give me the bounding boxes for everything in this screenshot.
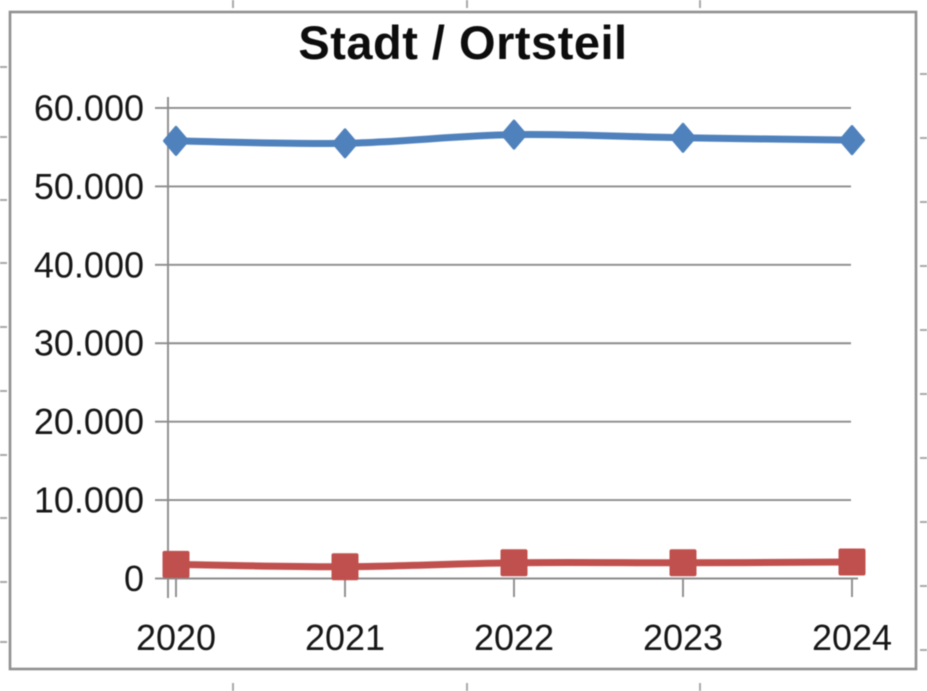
y-axis-tick-label: 20.000 [34, 401, 144, 442]
marker-stadt-2023 [670, 122, 696, 153]
marker-ortsteil-2020 [162, 550, 190, 578]
x-axis-tick-label: 2023 [643, 617, 723, 658]
marker-ortsteil-2023 [669, 549, 697, 577]
x-axis-tick-label: 2022 [474, 617, 554, 658]
y-axis-tick-label: 0 [124, 558, 144, 599]
y-axis-tick-label: 30.000 [34, 323, 144, 364]
axis-labels: 0 10.000 20.000 30.000 40.000 50.000 60.000 202… [34, 87, 892, 658]
marker-stadt-2021 [332, 128, 358, 159]
gridlines [155, 97, 858, 598]
marker-stadt-2020 [163, 125, 189, 156]
marker-stadt-2022 [501, 119, 527, 150]
marker-ortsteil-2021 [331, 553, 359, 581]
y-axis-tick-label: 40.000 [34, 244, 144, 285]
x-axis-tick-label: 2024 [812, 617, 892, 658]
y-axis-tick-label: 60.000 [34, 87, 144, 128]
y-axis-tick-label: 50.000 [34, 166, 144, 207]
marker-ortsteil-2024 [838, 548, 866, 576]
marker-stadt-2024 [839, 125, 865, 156]
x-axis-tick-label: 2020 [136, 617, 216, 658]
chart-title: Stadt / Ortsteil [298, 16, 628, 69]
chart-border [8, 10, 918, 671]
marker-ortsteil-2022 [500, 549, 528, 577]
y-axis-tick-label: 10.000 [34, 480, 144, 521]
x-axis-tick-label: 2021 [305, 617, 385, 658]
